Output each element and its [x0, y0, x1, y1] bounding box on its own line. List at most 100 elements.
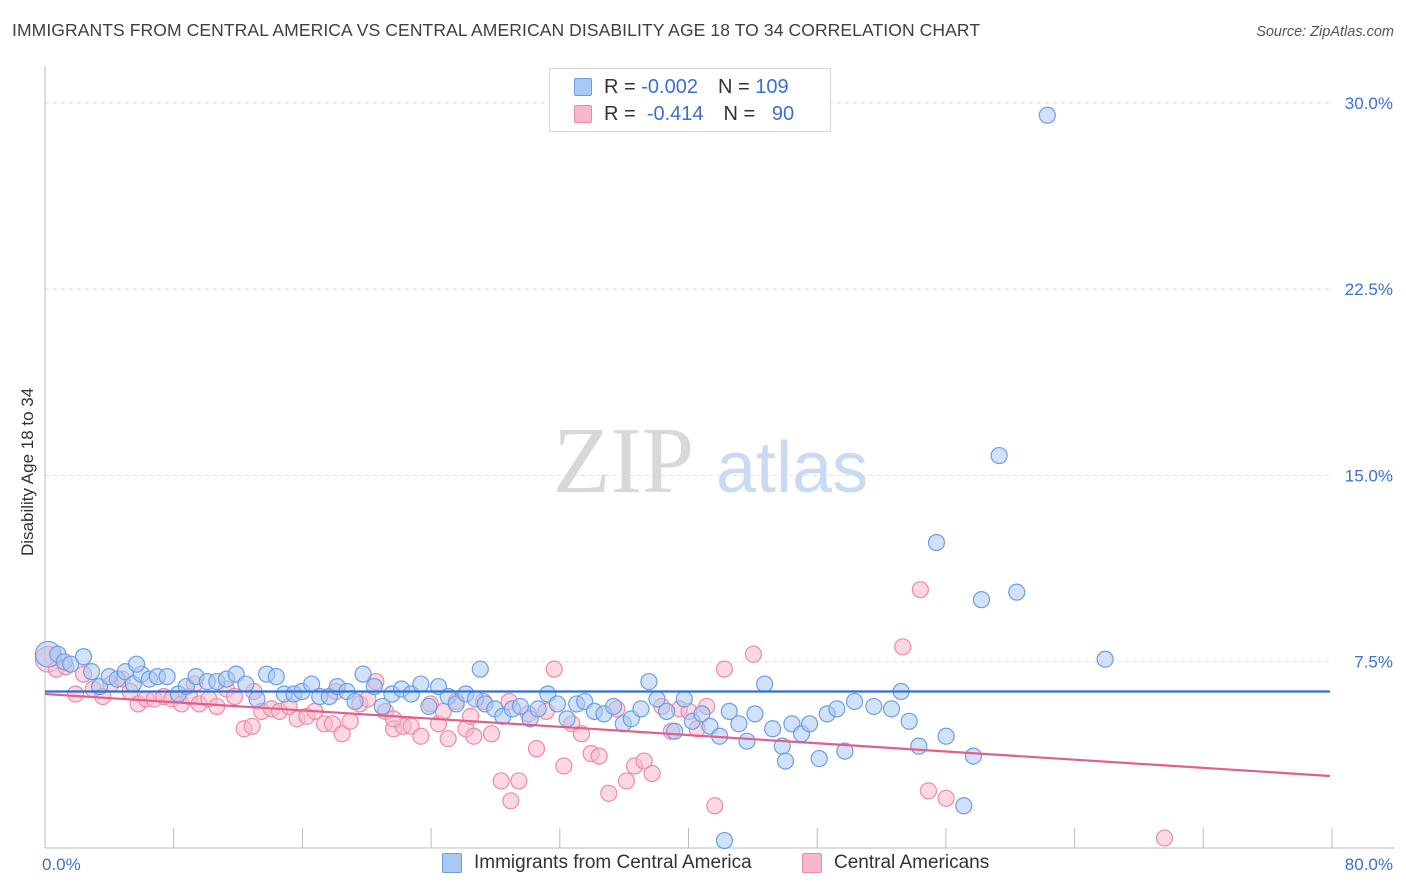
data-point-immigrants — [675, 690, 693, 708]
data-point-central-americans — [937, 789, 955, 807]
data-point-central-americans — [492, 772, 510, 790]
data-point-immigrants — [882, 700, 901, 718]
legend-n-value: 90 — [771, 102, 795, 125]
series-legend-immigrants: Immigrants from Central America — [442, 852, 752, 874]
y-tick-label: 15.0% — [1345, 466, 1393, 485]
data-point-immigrants — [800, 715, 819, 733]
data-point-immigrants — [267, 668, 285, 686]
data-point-immigrants — [82, 663, 101, 681]
data-point-immigrants — [420, 697, 438, 716]
data-point-immigrants — [755, 675, 774, 693]
data-point-immigrants — [955, 797, 973, 815]
x-tick-label: 80.0% — [1345, 855, 1393, 874]
source-credit: Source: ZipAtlas.com — [1256, 24, 1394, 40]
grid-lines — [45, 102, 1330, 663]
series-legend-swatch-immigrants — [442, 853, 462, 873]
y-tick-label: 22.5% — [1345, 280, 1393, 299]
legend-r-value: -0.414 — [646, 102, 704, 125]
y-tick-label: 7.5% — [1354, 653, 1393, 672]
watermark: ZIP atlas — [553, 409, 868, 513]
data-point-immigrants — [730, 715, 748, 733]
data-point-immigrants — [1038, 106, 1056, 124]
data-point-central-americans — [643, 764, 661, 783]
data-point-immigrants — [964, 747, 983, 765]
data-point-immigrants — [658, 702, 676, 720]
x-tick-labels: 0.0% 80.0% — [42, 855, 1393, 874]
data-point-immigrants — [74, 648, 93, 666]
data-point-central-americans — [590, 747, 608, 765]
data-point-immigrants — [972, 591, 991, 609]
y-tick-label: 30.0% — [1345, 94, 1393, 113]
series-legend-label-immigrants: Immigrants from Central America — [474, 852, 752, 873]
legend-row-central-americans: R = -0.414 N = 90 — [574, 101, 794, 127]
data-point-central-americans — [384, 710, 403, 728]
data-point-immigrants — [738, 732, 756, 750]
series-legend-central-americans: Central Americans — [802, 852, 989, 874]
axes — [44, 66, 1395, 849]
data-point-central-americans — [412, 727, 430, 745]
data-point-central-americans — [894, 638, 912, 656]
data-point-immigrants — [632, 700, 650, 718]
data-point-immigrants — [693, 705, 711, 723]
data-point-immigrants — [248, 690, 266, 708]
data-point-immigrants — [471, 660, 489, 678]
data-point-central-americans — [439, 730, 457, 748]
data-point-immigrants — [62, 655, 80, 673]
data-point-central-americans — [341, 712, 359, 730]
legend-r-value: -0.002 — [641, 75, 698, 98]
data-point-immigrants — [910, 737, 928, 755]
data-point-immigrants — [1096, 650, 1114, 668]
data-point-immigrants — [666, 722, 684, 740]
data-point-immigrants — [558, 710, 576, 728]
legend-n-label: N = — [717, 75, 750, 98]
data-point-immigrants — [127, 655, 146, 673]
data-point-central-americans — [555, 757, 573, 775]
data-point-central-americans — [482, 725, 501, 743]
data-point-central-americans — [744, 645, 762, 663]
series-legend: Immigrants from Central America Central … — [0, 852, 1406, 878]
data-point-central-americans — [919, 782, 938, 800]
data-point-central-americans — [706, 797, 724, 815]
data-point-central-americans — [715, 660, 734, 678]
data-point-immigrants — [237, 675, 255, 693]
legend-swatch-immigrants — [574, 78, 592, 96]
legend-r-label: R = — [604, 75, 636, 98]
data-point-central-americans — [510, 772, 528, 790]
series-legend-swatch-central-americans — [802, 853, 822, 873]
data-point-central-americans — [572, 725, 591, 743]
watermark-zip: ZIP — [553, 409, 694, 513]
data-point-central-americans — [502, 792, 520, 810]
legend-swatch-central-americans — [574, 105, 592, 123]
data-point-central-americans — [333, 725, 351, 743]
trend-line-central-americans — [44, 692, 1331, 778]
data-point-central-americans — [545, 660, 563, 678]
data-point-central-americans — [465, 727, 483, 745]
data-point-central-americans — [911, 581, 930, 599]
data-point-immigrants — [346, 692, 364, 711]
data-point-immigrants — [1008, 583, 1026, 601]
data-point-immigrants — [640, 672, 658, 691]
data-point-central-americans — [600, 784, 618, 802]
legend-n-value: 109 — [755, 75, 789, 98]
x-tick-label: 0.0% — [42, 855, 81, 874]
legend-r-label: R = — [604, 102, 636, 125]
data-point-immigrants — [548, 695, 566, 713]
data-point-central-americans — [635, 752, 653, 770]
data-point-central-americans — [66, 685, 85, 703]
data-point-immigrants — [900, 712, 918, 730]
data-point-immigrants — [158, 668, 176, 686]
data-point-immigrants — [764, 720, 782, 738]
data-point-immigrants — [720, 702, 738, 720]
data-point-immigrants — [927, 533, 946, 552]
data-point-immigrants — [865, 697, 883, 716]
data-point-immigrants — [715, 831, 734, 850]
data-point-immigrants — [990, 446, 1008, 465]
legend-n-label: N = — [723, 102, 756, 125]
data-point-immigrants — [810, 749, 828, 768]
data-point-central-americans — [527, 740, 546, 758]
data-point-immigrants — [412, 675, 430, 693]
data-point-immigrants — [836, 742, 854, 760]
trend-lines — [44, 690, 1331, 778]
data-point-immigrants — [511, 697, 530, 716]
